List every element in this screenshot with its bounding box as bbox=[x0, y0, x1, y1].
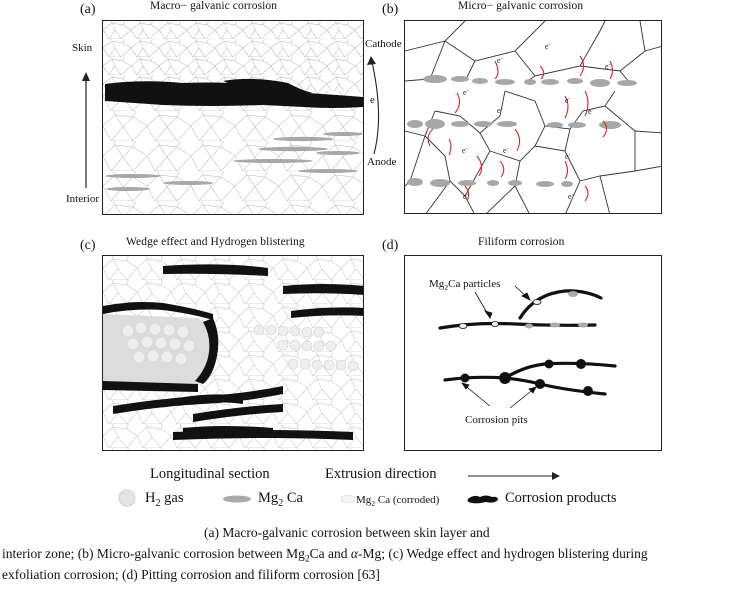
mg2ca-corroded-icon bbox=[340, 494, 356, 504]
panel-c-label: (c) bbox=[80, 238, 96, 253]
mg2ca-legend: Mg2 Ca bbox=[258, 490, 303, 509]
h2-gas-legend: H2 gas bbox=[145, 490, 184, 509]
electron-label-a: e bbox=[370, 94, 375, 106]
svg-text:e-: e- bbox=[568, 192, 574, 201]
anode-label: Anode bbox=[367, 156, 397, 168]
svg-text:e-: e- bbox=[588, 107, 594, 116]
caption-line-3: exfoliation corrosion; (d) Pitting corro… bbox=[2, 567, 380, 582]
panel-a-macro-galvanic bbox=[102, 20, 364, 215]
panel-b-figure: e- e- e- e- e- e- e- e- e- e- e- e- bbox=[405, 21, 661, 213]
panel-d-figure bbox=[438, 285, 617, 409]
cathode-label: Cathode bbox=[365, 38, 402, 50]
corrosion-pits-label: Corrosion pits bbox=[465, 414, 528, 426]
caption-line-2: interior zone; (b) Micro-galvanic corros… bbox=[2, 546, 648, 565]
mg2ca-particles-label: Mg2Ca particles bbox=[429, 278, 501, 293]
longitudinal-section-label: Longitudinal section bbox=[150, 466, 270, 482]
skin-interior-arrow bbox=[82, 72, 90, 188]
panel-a-label: (a) bbox=[80, 2, 96, 17]
svg-text:e-: e- bbox=[565, 152, 571, 161]
panel-b-micro-galvanic: e- e- e- e- e- e- e- e- e- e- e- e- bbox=[404, 20, 662, 214]
svg-text:e-: e- bbox=[497, 106, 503, 115]
corrosion-products-legend: Corrosion products bbox=[505, 490, 617, 506]
panel-d-filiform: Mg2Ca particles Corrosion pits bbox=[404, 255, 662, 451]
skin-label: Skin bbox=[72, 42, 93, 54]
corrosion-products-icon bbox=[467, 495, 498, 504]
panel-b-label: (b) bbox=[382, 2, 399, 17]
svg-text:e-: e- bbox=[605, 62, 611, 71]
electron-flow-arrow bbox=[367, 56, 380, 155]
interior-label: Interior bbox=[66, 193, 99, 205]
svg-text:e-: e- bbox=[565, 96, 571, 105]
mg2ca-particle-icon bbox=[223, 495, 251, 503]
extrusion-arrow-icon bbox=[468, 472, 560, 480]
svg-text:e-: e- bbox=[545, 42, 551, 51]
svg-text:e-: e- bbox=[462, 146, 468, 155]
panel-a-title: Macro− galvanic corrosion bbox=[150, 0, 278, 12]
svg-text:e-: e- bbox=[463, 88, 469, 97]
panel-a-figure bbox=[103, 21, 363, 214]
svg-text:e-: e- bbox=[503, 146, 509, 155]
panel-d-label: (d) bbox=[382, 238, 399, 253]
h2-gas-bubble-icon bbox=[118, 489, 136, 507]
svg-text:e-: e- bbox=[463, 192, 469, 201]
caption-line-1: (a) Macro-galvanic corrosion between ski… bbox=[204, 525, 490, 540]
panel-c-wedge-effect bbox=[102, 255, 364, 451]
extrusion-direction-label: Extrusion direction bbox=[325, 466, 437, 482]
panel-d-title: Filiform corrosion bbox=[478, 236, 565, 248]
panel-c-title: Wedge effect and Hydrogen blistering bbox=[126, 236, 305, 248]
svg-text:e-: e- bbox=[497, 56, 503, 65]
mg2ca-corroded-legend: Mg2 Ca (corroded) bbox=[356, 494, 440, 509]
panel-c-figure bbox=[103, 256, 363, 450]
panel-b-title: Micro− galvanic corrosion bbox=[458, 0, 584, 12]
